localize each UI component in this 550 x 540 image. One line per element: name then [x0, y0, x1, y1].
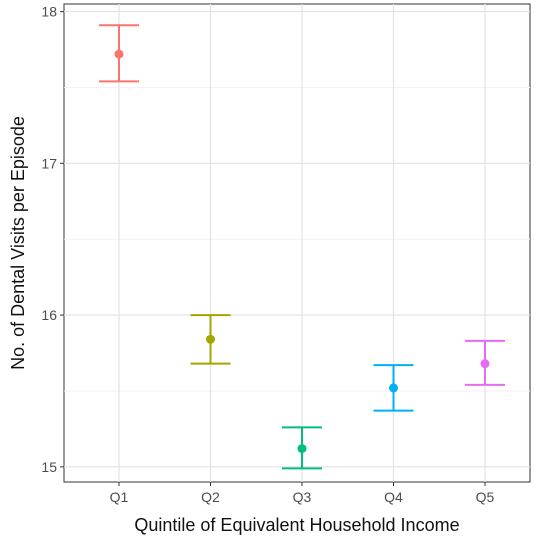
y-tick-label: 15 — [41, 459, 57, 475]
data-point-q1 — [114, 49, 124, 59]
data-point-q2 — [206, 334, 215, 344]
x-tick-label: Q5 — [476, 489, 495, 505]
data-point-q4 — [389, 383, 398, 393]
error-bar-q5 — [465, 339, 505, 386]
axis-ticks: 15 16 17 18 Q1 Q2 Q3 Q4 Q5 — [41, 4, 494, 505]
error-bar-q2 — [190, 314, 231, 365]
panel-background — [63, 3, 531, 483]
x-tick-label: Q3 — [293, 489, 312, 505]
y-axis-title: No. of Dental Visits per Episode — [8, 116, 28, 370]
y-tick-label: 18 — [41, 4, 57, 20]
grid-lines — [64, 4, 530, 482]
y-tick-label: 16 — [41, 307, 57, 323]
data-point-q3 — [297, 444, 307, 454]
error-bar-q4 — [373, 364, 414, 412]
data-point-q5 — [480, 359, 490, 369]
error-bar-q1 — [99, 24, 139, 83]
data-series — [99, 24, 505, 470]
x-axis-title: Quintile of Equivalent Household Income — [134, 515, 459, 535]
x-tick-label: Q1 — [110, 489, 129, 505]
y-tick-label: 17 — [41, 155, 57, 171]
error-bar-q3 — [282, 426, 322, 470]
x-tick-label: Q2 — [201, 489, 220, 505]
x-tick-label: Q4 — [384, 489, 403, 505]
